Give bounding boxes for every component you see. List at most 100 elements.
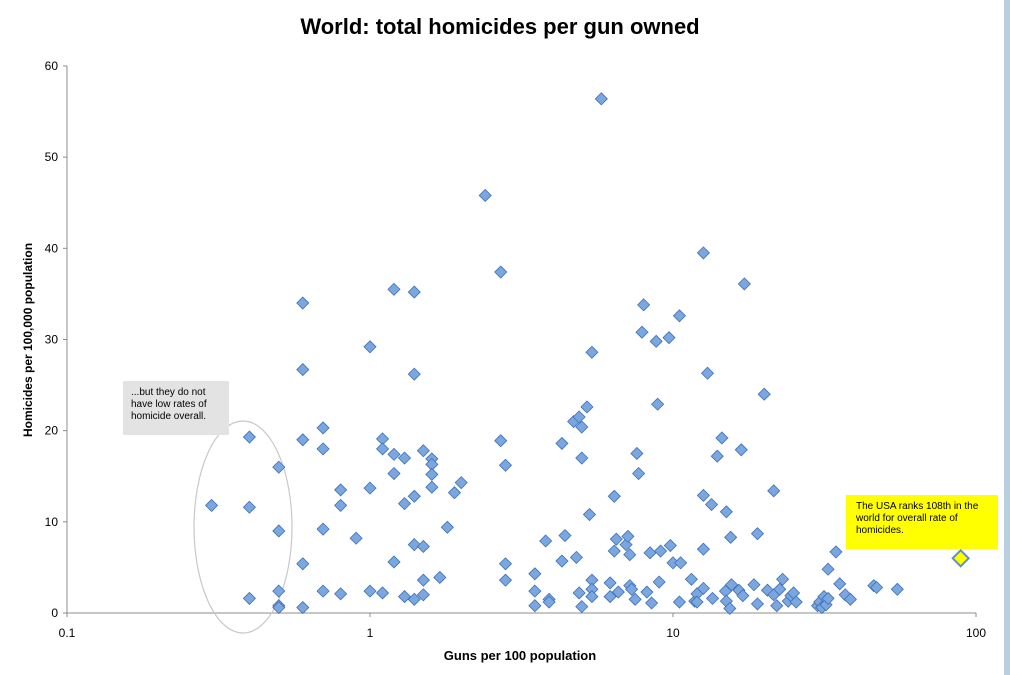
annotation-line: ...but they do not [131,387,206,398]
data-point [594,92,608,106]
data-point [569,550,583,564]
data-point [316,442,330,456]
data-point [575,420,589,434]
data-point [724,578,739,592]
data-point [296,296,310,310]
x-tick-label: 10 [666,626,680,640]
data-point [416,444,430,458]
data-point [776,572,790,586]
data-point [696,542,710,556]
data-point [498,458,513,472]
data-point [723,601,737,616]
data-point [407,538,421,552]
data-point [375,442,390,456]
data-point [628,592,642,606]
data-point [539,534,553,548]
data-point [710,449,724,463]
data-point [773,582,787,596]
y-axis-label: Homicides per 100,000 population [21,242,35,438]
data-point [737,277,751,291]
data-point [387,466,401,481]
data-point [704,497,719,512]
data-point [334,587,348,601]
data-point [654,544,668,558]
data-point [558,528,572,543]
data-point [625,582,639,596]
data-point [575,600,589,614]
data-point [829,545,843,559]
data-point [609,532,623,546]
data-point [635,325,649,339]
y-tick-label: 40 [45,241,59,255]
annotation-usa: The USA ranks 108th in the world for ove… [846,495,998,549]
x-tick-label: 100 [966,626,986,640]
data-point [662,331,676,345]
data-point [296,600,310,615]
data-point [416,573,430,587]
data-point [645,596,659,610]
data-point [757,387,771,401]
data-point [672,595,686,609]
data-point [397,590,412,604]
data-point [585,590,599,604]
x-axis-label: Guns per 100 population [443,648,597,663]
data-point [696,581,710,595]
data-point [407,285,421,299]
x-tick-label: 0.1 [59,626,76,640]
y-tick-label: 20 [45,424,59,438]
data-point [747,578,761,592]
data-point [528,599,542,613]
data-point [649,334,663,348]
data-point [416,539,430,554]
data-point [454,476,468,490]
data-point [242,591,256,605]
data-point [425,467,439,481]
data-point [770,599,784,613]
data-point [674,556,688,570]
data-point [296,433,310,447]
data-point [582,507,597,522]
data-point [334,498,348,512]
annotation-line: homicide overall. [131,411,207,422]
data-point [375,586,390,600]
data-point [272,584,286,598]
annotation-line: The USA ranks 108th in the [856,501,979,512]
data-point [363,340,377,354]
data-point [767,484,781,498]
data-point [316,421,330,435]
data-point [407,489,421,503]
data-point [296,363,310,377]
annotation-line: have low rates of [131,399,207,410]
data-point [572,410,586,424]
data-point [643,546,657,560]
data-point [555,554,569,568]
cluster-ellipse [193,420,293,634]
data-point [611,585,625,599]
data-point [684,572,698,586]
data-point [833,577,847,591]
data-point [447,486,462,500]
window-edge [1004,0,1010,675]
data-point [715,431,729,445]
annotation-line: world for overall rate of [856,513,958,524]
data-point [750,527,765,541]
data-point [621,529,635,543]
data-point [440,520,454,534]
data-point [603,576,617,590]
data-point [407,367,421,381]
data-point [724,530,738,544]
data-point [425,480,439,494]
data-point [528,584,542,598]
data-point [580,400,594,414]
data-point [407,592,421,606]
data-point [542,595,556,609]
y-ticks: 0 10 20 30 40 50 60 [45,59,67,620]
data-point [498,557,513,571]
data-point [242,500,256,514]
data-point [632,466,646,481]
data-point [334,483,348,497]
data-point [700,366,715,380]
y-tick-label: 50 [45,150,59,164]
data-point [205,498,219,512]
